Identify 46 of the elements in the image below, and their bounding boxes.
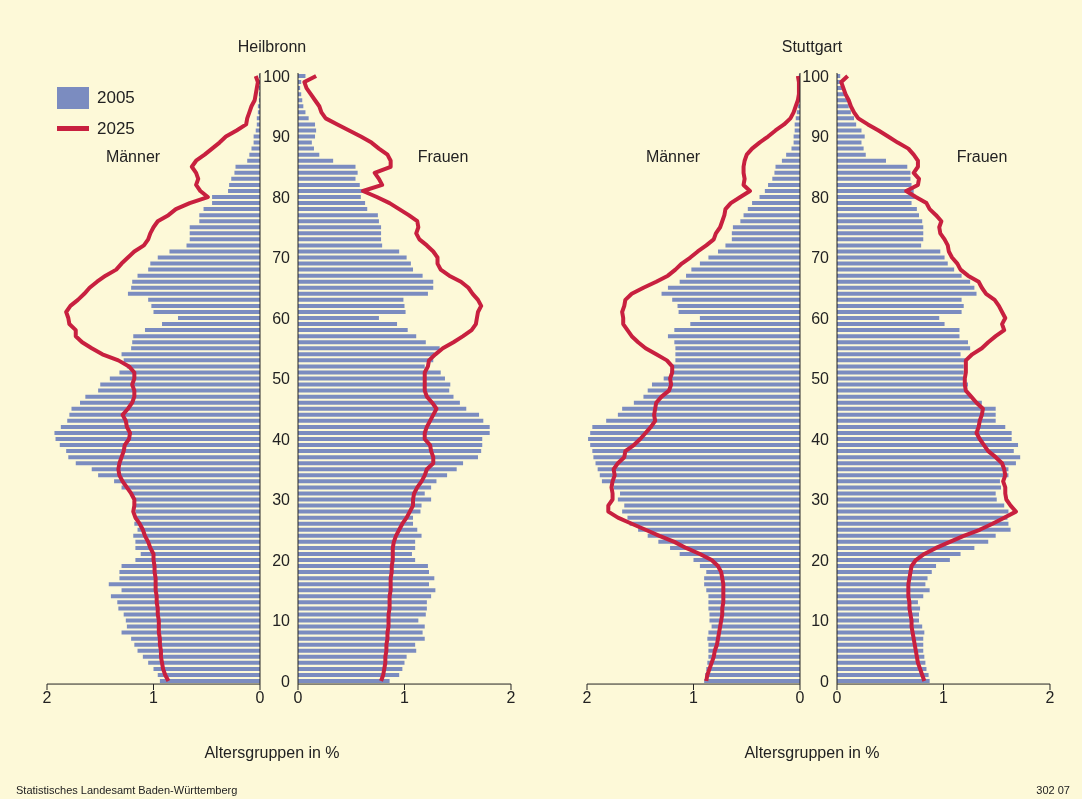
chart-title: Stuttgart xyxy=(780,38,844,56)
x-tick-label: 1 xyxy=(689,689,699,707)
x-tick-label: 0 xyxy=(795,689,805,707)
y-tick-label: 20 xyxy=(272,551,291,569)
x-tick-label: 2 xyxy=(582,689,592,707)
y-tick-label: 40 xyxy=(272,430,291,448)
x-axis-title: Altersgruppen in % xyxy=(203,744,341,763)
x-axis-title: Altersgruppen in % xyxy=(743,744,881,763)
annotation: Frauen xyxy=(416,148,470,166)
legend-label: 2005 xyxy=(97,87,135,108)
y-tick-label: 100 xyxy=(263,67,291,85)
y-tick-label: 90 xyxy=(272,128,291,146)
y-tick-label: 70 xyxy=(811,249,830,267)
y-tick-label: 0 xyxy=(820,672,830,690)
x-tick-label: 1 xyxy=(400,689,410,707)
chart-title: Heilbronn xyxy=(236,38,308,56)
y-tick-label: 10 xyxy=(811,612,830,630)
x-tick-label: 0 xyxy=(255,689,265,707)
annotation: Männer xyxy=(644,148,702,166)
y-tick-label: 100 xyxy=(802,67,830,85)
y-tick-label: 50 xyxy=(272,370,291,388)
annotation: Frauen xyxy=(955,148,1009,166)
x-tick-label: 1 xyxy=(939,689,949,707)
x-tick-label: 2 xyxy=(42,689,52,707)
x-tick-label: 0 xyxy=(293,689,303,707)
y-tick-label: 60 xyxy=(811,309,830,327)
x-tick-label: 1 xyxy=(149,689,159,707)
y-tick-label: 30 xyxy=(811,491,830,509)
y-tick-label: 10 xyxy=(272,612,291,630)
y-tick-label: 30 xyxy=(272,491,291,509)
annotation: Männer xyxy=(104,148,162,166)
x-tick-label: 2 xyxy=(1045,689,1055,707)
text: 302 07 xyxy=(1036,784,1070,796)
y-tick-label: 80 xyxy=(272,188,291,206)
y-tick-label: 40 xyxy=(811,430,830,448)
y-tick-label: 0 xyxy=(281,672,291,690)
legend-label: 2025 xyxy=(97,118,135,139)
y-tick-label: 20 xyxy=(811,551,830,569)
text: Statistisches Landesamt Baden-Württemberg xyxy=(16,784,238,796)
y-tick-label: 80 xyxy=(811,188,830,206)
y-tick-label: 70 xyxy=(272,249,291,267)
y-tick-label: 90 xyxy=(811,128,830,146)
x-tick-label: 0 xyxy=(832,689,842,707)
y-tick-label: 60 xyxy=(272,309,291,327)
x-tick-label: 2 xyxy=(506,689,516,707)
y-tick-label: 50 xyxy=(811,370,830,388)
